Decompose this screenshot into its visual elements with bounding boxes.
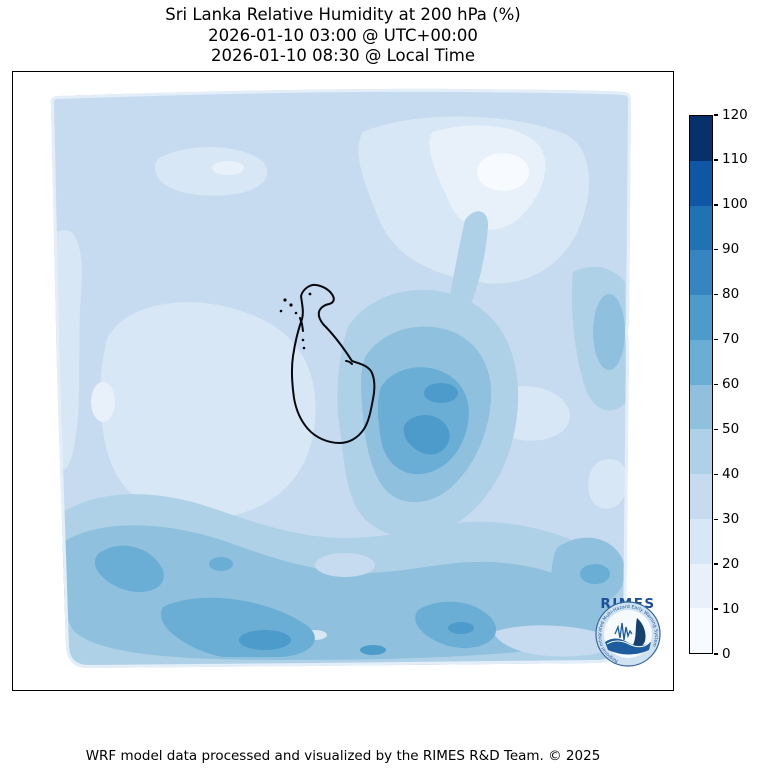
colorbar-segment-70-80: [690, 295, 712, 340]
colorbar-tickmark-60: [714, 383, 718, 386]
seismograph-icon: [614, 622, 633, 641]
chart-title: Sri Lanka Relative Humidity at 200 hPa (…: [165, 5, 521, 24]
colorbar-ticklabel-90: 90: [722, 241, 740, 258]
colorbar-tickmark-10: [714, 608, 718, 610]
colorbar-tickmark-80: [714, 293, 718, 296]
colorbar-tickmark-70: [714, 338, 718, 341]
chart-subtitle-local: 2026-01-10 08:30 @ Local Time: [210, 46, 476, 65]
colorbar-tickmark-40: [714, 473, 718, 476]
colorbar-ticklabel-20: 20: [722, 555, 740, 572]
colorbar-ticklabel-10: 10: [722, 600, 740, 617]
colorbar-tickmark-120: [714, 114, 718, 116]
rimes-logo: Regional Integrated Multi-Hazard Early W…: [591, 596, 665, 688]
colorbar-ticklabel-0: 0: [722, 645, 731, 662]
colorbar-ticklabel-100: 100: [722, 196, 748, 213]
colorbar-ticklabel-120: 120: [722, 106, 748, 123]
colorbar-segment-90-100: [690, 205, 712, 251]
colorbar: [689, 115, 713, 654]
sri-lanka-coastline: [290, 283, 376, 444]
colorbar-tickmark-50: [714, 428, 718, 431]
colorbar-segment-40-50: [690, 429, 712, 474]
wave-crest: [606, 640, 650, 648]
colorbar-ticklabel-60: 60: [722, 376, 740, 392]
colorbar-tickmark-100: [714, 204, 718, 206]
contour-field: [50, 88, 632, 669]
colorbar-segment-30-40: [690, 474, 712, 519]
colorbar-ticklabel-40: 40: [722, 465, 740, 482]
colorbar-tickmark-90: [714, 249, 718, 251]
rimes-logo-emblem: Regional Integrated Multi-Hazard Early W…: [595, 601, 661, 667]
chart-title-block: Sri Lanka Relative Humidity at 200 hPa (…: [12, 5, 674, 67]
figure-icon: [633, 618, 646, 648]
figure-caption: WRF model data processed and visualized …: [85, 748, 601, 764]
colorbar-ticklabel-30: 30: [722, 510, 740, 527]
colorbar-ticklabel-110: 110: [722, 151, 748, 168]
colorbar-ticklabel-80: 80: [722, 286, 740, 303]
colorbar-segment-80-90: [690, 250, 712, 295]
coastal-islets: [279, 292, 312, 350]
colorbar-tickmark-30: [714, 518, 718, 520]
colorbar-segment-110-120: [690, 116, 712, 161]
map-axes: Regional Integrated Multi-Hazard Early W…: [12, 71, 674, 691]
colorbar-segment-60-70: [690, 339, 712, 385]
colorbar-tickmark-20: [714, 563, 718, 565]
colorbar-segment-100-110: [690, 160, 712, 206]
colorbar-tickmark-0: [714, 653, 718, 655]
data-edge-rim: [50, 88, 632, 669]
colorbar-segment-20-30: [690, 518, 712, 564]
colorbar-ticklabel-50: 50: [722, 420, 740, 437]
colorbar-segment-0-10: [690, 608, 712, 653]
colorbar-segment-10-20: [690, 563, 712, 609]
colorbar-tickmark-110: [714, 159, 718, 161]
colorbar-ticklabel-70: 70: [722, 331, 740, 348]
chart-subtitle-utc: 2026-01-10 03:00 @ UTC+00:00: [208, 25, 478, 45]
colorbar-area: 0 10 20 30 40 50 60 70 80 90 100 110 120: [689, 107, 759, 661]
colorbar-segment-50-60: [690, 384, 712, 430]
wave-icon: [605, 638, 651, 655]
humidity-contour-map: [50, 88, 632, 669]
